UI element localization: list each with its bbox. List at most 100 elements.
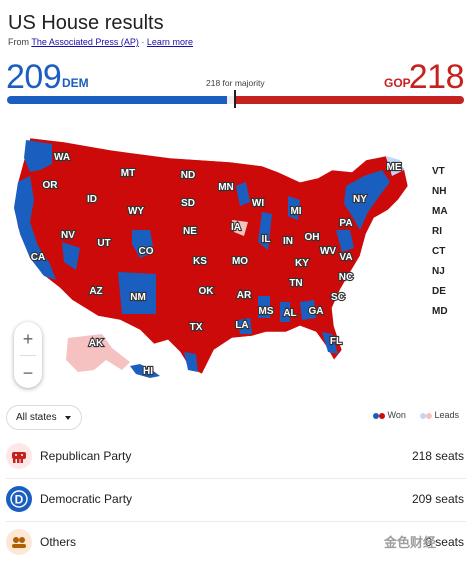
state-label-ca: CA bbox=[31, 252, 45, 263]
legend-gop-leads-dot bbox=[426, 412, 432, 419]
state-label-ky: KY bbox=[295, 258, 309, 269]
side-label-nj[interactable]: NJ bbox=[432, 266, 445, 277]
states-dropdown[interactable]: All states bbox=[6, 405, 82, 430]
state-label-al: AL bbox=[283, 308, 296, 319]
seat-bar-dem bbox=[7, 96, 227, 104]
alaska-shape[interactable] bbox=[66, 334, 130, 372]
state-label-ny: NY bbox=[353, 194, 367, 205]
florida-dem[interactable] bbox=[322, 332, 338, 354]
state-label-ia: IA bbox=[231, 222, 241, 233]
state-label-ut: UT bbox=[97, 238, 110, 249]
side-label-md[interactable]: MD bbox=[432, 306, 448, 317]
zoom-out-button[interactable]: − bbox=[22, 363, 34, 383]
state-label-co: CO bbox=[139, 246, 154, 257]
state-label-ak: AK bbox=[89, 338, 104, 349]
washington-west-dem[interactable] bbox=[24, 140, 52, 172]
us-map[interactable]: WA OR MT ND MN ME ID WY SD WI MI NY NV UT CO NE IA IL IN OH… bbox=[0, 112, 476, 402]
state-label-sc: SC bbox=[331, 292, 345, 303]
state-label-mi: MI bbox=[290, 206, 301, 217]
illinois-dem[interactable] bbox=[258, 212, 272, 250]
state-label-wi: WI bbox=[252, 198, 264, 209]
colorado-dem[interactable] bbox=[132, 230, 154, 258]
northeast-dem[interactable] bbox=[344, 170, 390, 230]
legend-leads: Leads bbox=[420, 410, 459, 420]
chevron-down-icon bbox=[65, 416, 71, 420]
source-link[interactable]: The Associated Press (AP) bbox=[31, 37, 139, 47]
minnesota-dem[interactable] bbox=[236, 182, 250, 206]
side-label-de[interactable]: DE bbox=[432, 286, 446, 297]
state-label-ne: NE bbox=[183, 226, 197, 237]
nevada-south-dem[interactable] bbox=[62, 242, 80, 270]
pacific-coast-dem[interactable] bbox=[14, 176, 56, 280]
state-label-wa: WA bbox=[54, 152, 70, 163]
state-label-fl: FL bbox=[330, 336, 342, 347]
party-name: Others bbox=[40, 535, 77, 549]
state-label-ar: AR bbox=[237, 290, 252, 301]
donkey-icon: D bbox=[6, 486, 32, 512]
state-label-nv: NV bbox=[61, 230, 75, 241]
learn-more-link[interactable]: Learn more bbox=[146, 37, 193, 47]
zoom-in-button[interactable]: + bbox=[22, 329, 34, 349]
dem-seat-count: 209 bbox=[6, 58, 62, 96]
michigan-dem[interactable] bbox=[288, 196, 300, 220]
svg-text:D: D bbox=[15, 493, 24, 507]
party-seats: 218 seats bbox=[411, 449, 464, 463]
state-label-nd: ND bbox=[181, 170, 195, 181]
side-label-ct[interactable]: CT bbox=[432, 246, 446, 257]
legend-won: Won bbox=[373, 410, 406, 420]
state-label-wv: WV bbox=[320, 246, 336, 257]
state-label-il: IL bbox=[262, 234, 271, 245]
row-divider bbox=[6, 521, 466, 522]
state-label-wy: WY bbox=[128, 206, 144, 217]
louisiana-dem[interactable] bbox=[238, 318, 252, 334]
watermark-logo: 金色财经 bbox=[384, 535, 437, 550]
row-divider bbox=[6, 478, 466, 479]
state-label-mt: MT bbox=[121, 168, 135, 179]
georgia-dem[interactable] bbox=[300, 300, 316, 320]
source-separator: · bbox=[141, 37, 145, 47]
party-row-others[interactable]: Others 0 seats bbox=[6, 522, 466, 561]
state-label-mo: MO bbox=[232, 256, 248, 267]
state-label-ok: OK bbox=[199, 286, 215, 297]
legend-won-label: Won bbox=[387, 410, 406, 420]
party-row-democratic[interactable]: D Democratic Party 209 seats bbox=[6, 479, 466, 522]
state-label-in: IN bbox=[283, 236, 293, 247]
dem-label: DEM bbox=[62, 76, 89, 90]
source-prefix: From bbox=[8, 37, 29, 47]
alabama-dem[interactable] bbox=[280, 302, 290, 322]
mississippi-dem[interactable] bbox=[258, 296, 270, 318]
side-label-nh[interactable]: NH bbox=[432, 186, 447, 197]
seat-bar-gop bbox=[234, 96, 464, 104]
majority-tick bbox=[234, 90, 236, 108]
hawaii-shape[interactable] bbox=[130, 364, 160, 378]
side-label-ma[interactable]: MA bbox=[432, 206, 448, 217]
party-seats: 0 seats bbox=[425, 535, 464, 549]
legend-gop-won-dot bbox=[379, 412, 385, 419]
gop-label: GOP bbox=[384, 76, 411, 90]
elephant-icon bbox=[6, 443, 32, 469]
party-row-republican[interactable]: Republican Party 218 seats bbox=[6, 436, 466, 479]
state-label-id: ID bbox=[87, 194, 97, 205]
zoom-control: + − bbox=[14, 322, 42, 388]
state-label-tn: TN bbox=[289, 278, 302, 289]
side-label-ri[interactable]: RI bbox=[432, 226, 442, 237]
state-label-nc: NC bbox=[339, 272, 353, 283]
state-label-ga: GA bbox=[309, 306, 324, 317]
state-label-oh: OH bbox=[305, 232, 320, 243]
state-label-tx: TX bbox=[190, 322, 203, 333]
legend-leads-label: Leads bbox=[434, 410, 460, 420]
maine-leads[interactable] bbox=[386, 156, 404, 176]
legend-dem-leads-dot bbox=[420, 412, 426, 419]
state-label-va: VA bbox=[339, 252, 352, 263]
state-label-ms: MS bbox=[259, 306, 274, 317]
side-label-vt[interactable]: VT bbox=[432, 166, 445, 177]
states-dropdown-value: All states bbox=[16, 412, 57, 423]
state-label-az: AZ bbox=[89, 286, 102, 297]
new-mexico-dem[interactable] bbox=[118, 272, 156, 314]
state-label-or: OR bbox=[43, 180, 59, 191]
south-texas-dem[interactable] bbox=[184, 352, 198, 372]
state-label-la: LA bbox=[235, 320, 248, 331]
state-label-ks: KS bbox=[193, 256, 207, 267]
maryland-virginia-dem[interactable] bbox=[336, 230, 354, 252]
iowa-leads[interactable] bbox=[232, 220, 248, 236]
